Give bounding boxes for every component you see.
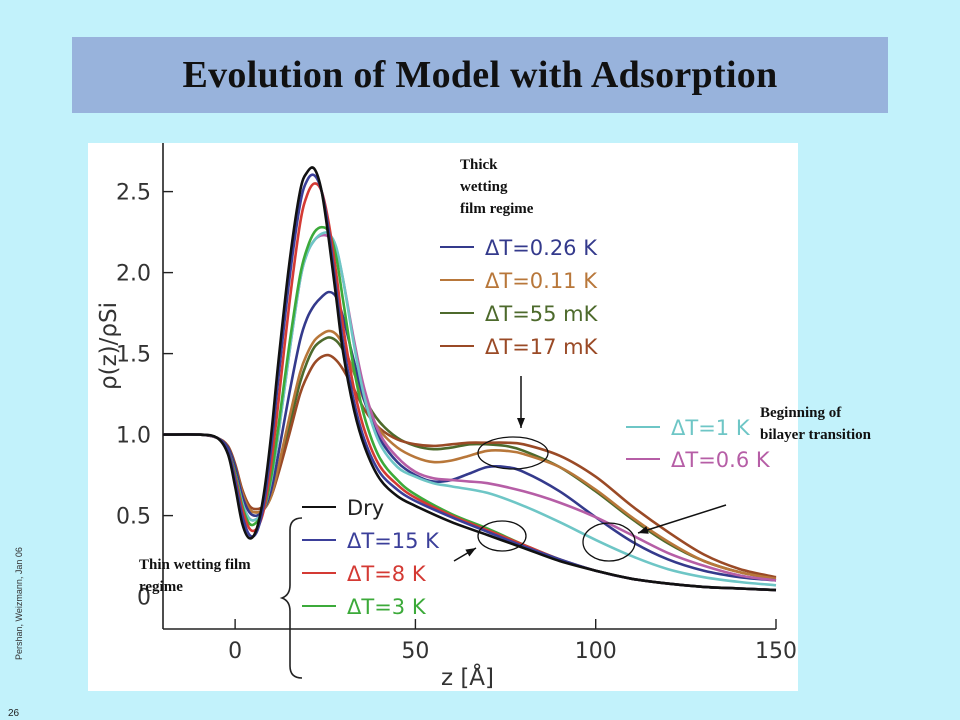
- ellipse-bilayer: [582, 522, 636, 562]
- annotation-thick-line-3: film regime: [460, 201, 534, 217]
- annotation-bilayer-line-2: bilayer transition: [760, 427, 871, 443]
- legend-top-label: ΔT=0.11 K: [485, 269, 598, 293]
- legend-top-label: ΔT=17 mK: [485, 335, 599, 359]
- annotation-thick-film: Thick wetting film regime: [460, 154, 600, 220]
- x-tick-label: 150: [755, 639, 797, 664]
- ellipse-thick-film: [477, 436, 549, 470]
- legend-top-label: ΔT=0.26 K: [485, 236, 598, 260]
- annotation-bilayer: Beginning of bilayer transition: [760, 402, 960, 446]
- footer-text: Pershan, Weizmann, Jan 06: [14, 547, 24, 660]
- annotation-thin-film: Thin wetting film regime: [139, 557, 251, 595]
- y-tick-label: 1.0: [116, 424, 151, 449]
- ellipse-thin-film: [477, 520, 527, 552]
- y-tick-label: 1.5: [116, 343, 151, 368]
- slide-title: Evolution of Model with Adsorption: [182, 54, 778, 96]
- y-tick-label: 2.5: [116, 181, 151, 206]
- legend-brace: [279, 517, 303, 679]
- x-tick-label: 100: [575, 639, 617, 664]
- y-tick-label-zero: 0: [137, 586, 151, 611]
- legend-bottom-label: Dry: [347, 496, 384, 520]
- y-axis-label: ρ(z)/ρSi: [96, 302, 122, 390]
- series-line--t-0-26-k: [162, 290, 777, 582]
- annotation-thick-line-2: wetting: [460, 179, 508, 195]
- x-tick-label: 0: [228, 639, 242, 664]
- page-number: 26: [8, 708, 20, 719]
- legend-top-label: ΔT=55 mK: [485, 302, 599, 326]
- legend-bottom-label: ΔT=3 K: [347, 595, 427, 619]
- legend-mid-label: ΔT=0.6 K: [671, 448, 771, 472]
- arrow-thin-film-head: [465, 548, 476, 557]
- slide-footer: Pershan, Weizmann, Jan 06: [6, 530, 26, 660]
- y-tick-label: 0.5: [116, 505, 151, 530]
- title-bar: Evolution of Model with Adsorption: [72, 37, 888, 113]
- annotation-bilayer-line-1: Beginning of: [760, 405, 842, 421]
- legend-mid-label: ΔT=1 K: [671, 416, 751, 440]
- legend-bottom-label: ΔT=8 K: [347, 562, 427, 586]
- series-line--t-1-k: [162, 231, 777, 587]
- x-tick-label: 50: [401, 639, 429, 664]
- chart-panel: 0.5 1.0 1.5 2.0 2.5 0 0 50 100 150 z [Å] ρ(z)/ρSi ΔT…: [88, 143, 798, 691]
- series-line-dry: [162, 166, 777, 592]
- annotation-thick-line-1: Thick: [460, 157, 498, 173]
- x-axis-label: z [Å]: [441, 663, 494, 691]
- arrow-bilayer: [637, 504, 727, 534]
- arrow-thick-film-head: [517, 418, 525, 428]
- legend-bottom-label: ΔT=15 K: [347, 529, 440, 553]
- density-profile-chart: 0.5 1.0 1.5 2.0 2.5 0 0 50 100 150 z [Å] ρ(z)/ρSi ΔT…: [96, 143, 797, 691]
- series-line--t-17-mk: [162, 353, 777, 579]
- arrow-bilayer-head: [638, 526, 649, 534]
- y-tick-label: 2.0: [116, 262, 151, 287]
